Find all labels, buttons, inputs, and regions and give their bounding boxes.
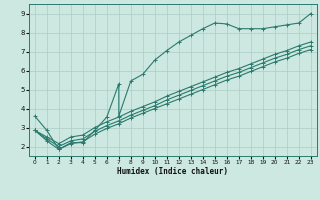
X-axis label: Humidex (Indice chaleur): Humidex (Indice chaleur) [117, 167, 228, 176]
